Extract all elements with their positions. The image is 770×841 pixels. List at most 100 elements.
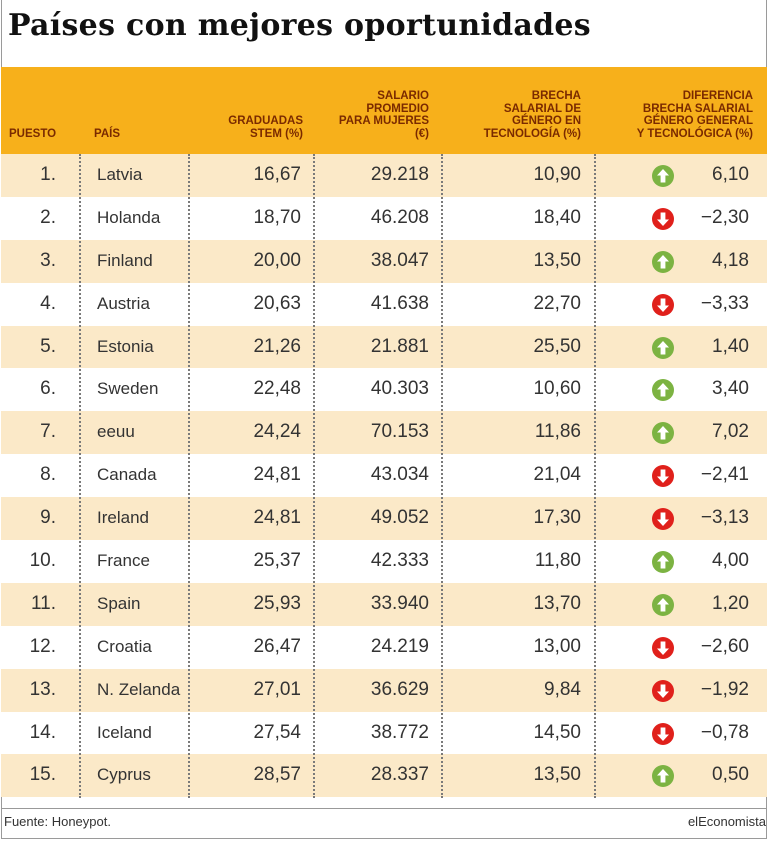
country-cell: Austria bbox=[97, 293, 150, 313]
arrow-up-icon bbox=[652, 250, 674, 273]
table-row: 5. Estonia 21,26 21.881 25,50 1,40 bbox=[1, 325, 767, 369]
tech-gap-cell: 9,84 bbox=[544, 678, 581, 700]
header-diferencia: DIFERENCIA BRECHA SALARIAL GÉNERO GENERAL Y… bbox=[637, 90, 753, 140]
header-line: Y TECNOLÓGICA (%) bbox=[636, 127, 753, 140]
column-divider bbox=[188, 154, 190, 798]
stem-graduates-cell: 24,81 bbox=[253, 464, 301, 486]
country-cell: Sweden bbox=[97, 379, 159, 399]
table-row: 12. Croatia 26,47 24.219 13,00 −2,60 bbox=[1, 625, 767, 669]
salary-cell: 21.881 bbox=[370, 335, 429, 357]
salary-cell: 36.629 bbox=[370, 678, 429, 700]
gap-difference-cell: 4,18 bbox=[712, 249, 749, 271]
salary-cell: 43.034 bbox=[370, 464, 429, 486]
table-row: 15. Cyprus 28,57 28.337 13,50 0,50 bbox=[1, 754, 767, 798]
rank-cell: 10. bbox=[29, 550, 56, 572]
gap-difference-cell: 6,10 bbox=[712, 164, 749, 185]
header-line: (€) bbox=[414, 127, 429, 140]
country-cell: France bbox=[97, 551, 150, 571]
gap-difference-cell: −3,33 bbox=[700, 292, 749, 314]
rank-cell: 9. bbox=[40, 507, 56, 529]
country-cell: Spain bbox=[97, 593, 141, 613]
gap-difference-cell: −2,41 bbox=[700, 464, 749, 486]
country-cell: Holanda bbox=[97, 207, 161, 227]
header-puesto: PUESTO bbox=[9, 127, 57, 140]
gap-difference-cell: 1,40 bbox=[712, 335, 749, 357]
table-header: PUESTO PAÍS GRADUADAS STEM (%) SALARIO PRO… bbox=[1, 67, 767, 154]
arrow-up-icon bbox=[652, 165, 674, 187]
tech-gap-cell: 21,04 bbox=[533, 464, 581, 486]
stem-graduates-cell: 18,70 bbox=[253, 206, 301, 228]
tech-gap-cell: 17,30 bbox=[533, 507, 581, 529]
footer-divider bbox=[1, 808, 767, 809]
arrow-down-icon bbox=[652, 465, 674, 488]
table-row: 2. Holanda 18,70 46.208 18,40 −2,30 bbox=[1, 196, 767, 240]
country-cell: Canada bbox=[97, 465, 157, 485]
rank-cell: 15. bbox=[29, 764, 56, 786]
table-row: 8. Canada 24,81 43.034 21,04 −2,41 bbox=[1, 454, 767, 498]
table-row: 7. eeuu 24,24 70.153 11,86 7,02 bbox=[1, 411, 767, 455]
stem-graduates-cell: 27,01 bbox=[253, 678, 301, 700]
table-row: 1. Latvia 16,67 29.218 10,90 6,10 bbox=[1, 154, 767, 197]
gap-difference-cell: −1,92 bbox=[700, 678, 749, 700]
gap-difference-cell: 4,00 bbox=[712, 550, 749, 572]
stem-graduates-cell: 20,00 bbox=[253, 249, 301, 271]
gap-difference-cell: −3,13 bbox=[700, 507, 749, 529]
tech-gap-cell: 11,80 bbox=[534, 550, 581, 572]
gap-difference-cell: −2,30 bbox=[700, 206, 749, 228]
header-line: PARA MUJERES bbox=[338, 115, 429, 127]
salary-cell: 24.219 bbox=[370, 635, 429, 657]
tech-gap-cell: 13,50 bbox=[533, 249, 581, 271]
salary-cell: 46.208 bbox=[370, 206, 429, 228]
arrow-up-icon bbox=[652, 336, 674, 359]
stem-graduates-cell: 24,81 bbox=[253, 507, 301, 529]
arrow-down-icon bbox=[652, 636, 674, 659]
country-cell: eeuu bbox=[97, 422, 135, 442]
country-cell: Iceland bbox=[97, 722, 152, 742]
rank-cell: 4. bbox=[40, 292, 56, 314]
table-body: 1. Latvia 16,67 29.218 10,90 6,10 2. Holanda 18,… bbox=[1, 154, 767, 798]
country-cell: Cyprus bbox=[97, 765, 151, 785]
arrow-down-icon bbox=[652, 508, 674, 531]
tech-gap-cell: 25,50 bbox=[533, 335, 581, 357]
header-line: STEM (%) bbox=[249, 127, 303, 140]
arrow-up-icon bbox=[652, 765, 674, 788]
column-divider bbox=[79, 154, 81, 798]
tech-gap-cell: 22,70 bbox=[533, 292, 581, 314]
table-row: 9. Ireland 24,81 49.052 17,30 −3,13 bbox=[1, 497, 767, 541]
rank-cell: 8. bbox=[40, 464, 56, 486]
arrow-up-icon bbox=[652, 551, 674, 574]
column-divider bbox=[313, 154, 315, 798]
arrow-up-icon bbox=[652, 379, 674, 402]
gap-difference-cell: 0,50 bbox=[712, 764, 749, 786]
page-title: Países con mejores oportunidades bbox=[8, 8, 591, 43]
footer-brand: elEconomista bbox=[687, 814, 766, 829]
tech-gap-cell: 11,86 bbox=[534, 421, 581, 443]
stem-graduates-cell: 27,54 bbox=[253, 721, 301, 743]
tech-gap-cell: 10,60 bbox=[533, 378, 581, 400]
country-cell: Finland bbox=[97, 250, 153, 270]
column-divider bbox=[594, 154, 596, 798]
country-cell: Croatia bbox=[97, 636, 152, 656]
stem-graduates-cell: 24,24 bbox=[253, 421, 301, 443]
arrow-down-icon bbox=[652, 722, 674, 745]
arrow-up-icon bbox=[652, 422, 674, 445]
arrow-down-icon bbox=[652, 293, 674, 316]
tech-gap-cell: 10,90 bbox=[533, 164, 581, 185]
table-row: 6. Sweden 22,48 40.303 10,60 3,40 bbox=[1, 368, 767, 412]
table-row: 11. Spain 25,93 33.940 13,70 1,20 bbox=[1, 582, 767, 626]
header-pais: PAÍS bbox=[94, 127, 120, 140]
gap-difference-cell: 1,20 bbox=[712, 592, 749, 614]
stem-graduates-cell: 25,93 bbox=[253, 592, 301, 614]
salary-cell: 40.303 bbox=[370, 378, 429, 400]
tech-gap-cell: 13,50 bbox=[533, 764, 581, 786]
header-salario: SALARIO PROMEDIO PARA MUJERES (€) bbox=[339, 90, 429, 140]
arrow-down-icon bbox=[652, 207, 674, 230]
rank-cell: 7. bbox=[40, 421, 56, 443]
stem-graduates-cell: 20,63 bbox=[253, 292, 301, 314]
country-cell: Ireland bbox=[97, 508, 149, 528]
rank-cell: 11. bbox=[30, 592, 56, 614]
salary-cell: 41.638 bbox=[370, 292, 429, 314]
stem-graduates-cell: 22,48 bbox=[253, 378, 301, 400]
column-divider bbox=[441, 154, 443, 798]
table-row: 13. N. Zelanda 27,01 36.629 9,84 −1,92 bbox=[1, 668, 767, 712]
